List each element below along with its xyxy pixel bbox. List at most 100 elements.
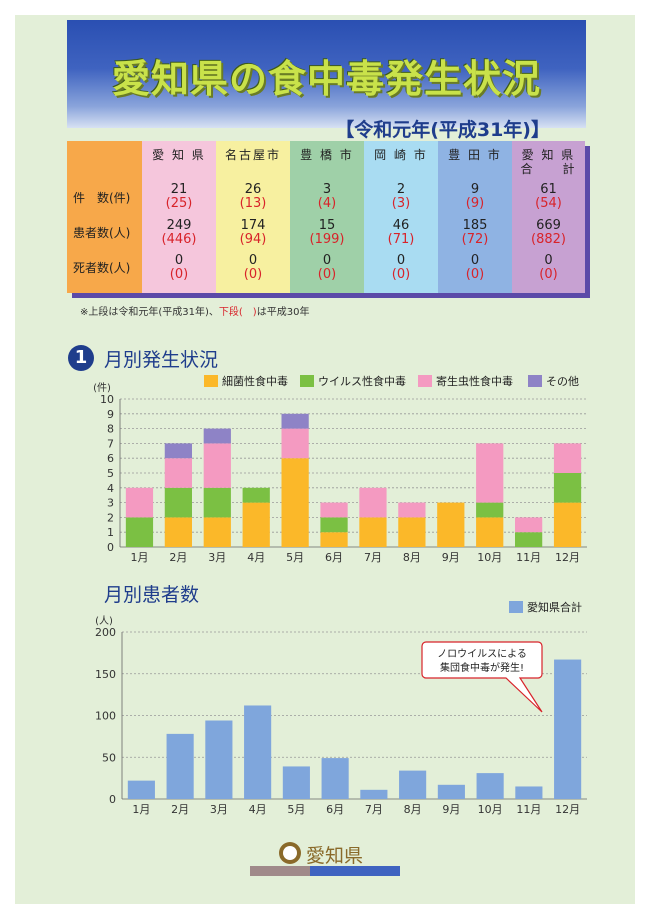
- legend-swatch: [509, 601, 523, 613]
- x-tick-label: 7月: [364, 551, 382, 564]
- table-footnote: ※上段は令和元年(平成31年)、下段( )は平成30年: [80, 303, 309, 318]
- bar-segment: [164, 487, 192, 518]
- column-header: 岡 崎 市: [374, 148, 428, 162]
- bar-segment: [359, 517, 387, 547]
- table-column: 豊 田 市 9 (9) 185 (72) 0 (0): [438, 141, 512, 293]
- y-tick-label: 4: [107, 482, 114, 495]
- y-axis-label: (人): [95, 615, 113, 627]
- row-label-deaths: 死者数(人): [73, 261, 131, 275]
- x-tick-label: 12月: [555, 803, 580, 816]
- note-part2: 下段( ): [218, 307, 257, 318]
- x-tick-label: 11月: [516, 803, 541, 816]
- table-column: 愛 知 県合 計 61 (54) 669 (882) 0 (0): [512, 141, 585, 293]
- table-label-column: 件 数(件) 患者数(人) 死者数(人): [67, 141, 142, 293]
- y-tick-label: 5: [107, 467, 114, 480]
- callout-line2: 集団食中毒が発生!: [440, 661, 524, 674]
- bar-segment: [203, 487, 231, 518]
- table-cell: 0 (0): [465, 253, 485, 282]
- bar-segment: [282, 766, 310, 799]
- legend-label: 細菌性食中毒: [222, 374, 288, 388]
- x-tick-label: 9月: [442, 803, 460, 816]
- table-cell: 46 (71): [387, 218, 415, 247]
- legend-label: 寄生虫性食中毒: [436, 374, 513, 388]
- table-cell: 3 (4): [317, 182, 337, 211]
- table-cell: 9 (9): [465, 182, 485, 211]
- table-cell: 174 (94): [239, 218, 267, 247]
- y-tick-label: 50: [102, 751, 116, 764]
- x-tick-label: 5月: [287, 803, 305, 816]
- bar-segment: [320, 502, 348, 518]
- table-cell: 0 (0): [539, 253, 558, 282]
- y-tick-label: 0: [107, 541, 114, 554]
- column-header: 豊 田 市: [448, 148, 502, 162]
- y-tick-label: 0: [109, 793, 116, 806]
- x-tick-label: 2月: [171, 803, 189, 816]
- y-tick-label: 6: [107, 452, 114, 465]
- bar-segment: [164, 443, 192, 459]
- table-column: 豊 橋 市 3 (4) 15 (199) 0 (0): [290, 141, 364, 293]
- note-part1: ※上段は令和元年(平成31年)、: [80, 307, 219, 318]
- table-cell: 21 (25): [165, 182, 193, 211]
- y-tick-label: 3: [107, 497, 114, 510]
- bar-segment: [360, 789, 388, 799]
- bar-segment: [320, 517, 348, 533]
- x-tick-label: 12月: [555, 551, 580, 564]
- table-column: 岡 崎 市 2 (3) 46 (71) 0 (0): [364, 141, 438, 293]
- bar-segment: [203, 517, 231, 547]
- bar-segment: [515, 786, 543, 799]
- page-subtitle: 【令和元年(平成31年)】: [335, 119, 550, 141]
- x-tick-label: 9月: [442, 551, 460, 564]
- x-tick-label: 10月: [478, 803, 503, 816]
- legend-label: その他: [546, 375, 579, 388]
- y-axis-label: (件): [93, 382, 111, 394]
- title-banner: 愛知県の食中毒発生状況 【令和元年(平成31年)】: [67, 20, 586, 141]
- column-header: 名古屋市: [224, 148, 281, 162]
- x-tick-label: 4月: [249, 803, 267, 816]
- bar-segment: [515, 532, 543, 547]
- bar-segment: [203, 443, 231, 488]
- table-cell: 0 (0): [391, 253, 411, 282]
- section-number-badge: 1: [68, 345, 94, 371]
- bar-segment: [203, 428, 231, 444]
- bar-segment: [205, 720, 233, 799]
- table-cell: 0 (0): [169, 253, 189, 282]
- y-tick-label: 9: [107, 408, 114, 421]
- y-tick-label: 100: [95, 710, 116, 723]
- bar-segment: [125, 487, 154, 518]
- callout-bubble: [421, 641, 543, 713]
- bar-segment: [281, 428, 309, 459]
- table-column: 名古屋市 26 (13) 174 (94) 0 (0): [216, 141, 290, 293]
- table-cell: 0 (0): [317, 253, 337, 282]
- bar-segment: [166, 733, 194, 799]
- table-cell: 61 (54): [535, 182, 562, 211]
- legend-label: ウイルス性食中毒: [318, 374, 406, 388]
- section2-title: 月別患者数: [104, 584, 200, 606]
- section1-title: 月別発生状況: [104, 349, 219, 371]
- x-tick-label: 6月: [325, 551, 343, 564]
- y-tick-label: 1: [107, 526, 114, 539]
- logo-text: 愛知県: [306, 845, 363, 867]
- page-title: 愛知県の食中毒発生状況: [111, 57, 541, 101]
- note-part3: は平成30年: [256, 307, 310, 318]
- legend-swatch: [204, 375, 218, 387]
- monthly-patients-chart: 0 50 100 150 200(人) 1月 2月 3月 4月 5月 6月 7月 8月 9月 10月 11月 1…: [95, 600, 587, 816]
- bar-segment: [398, 517, 426, 547]
- legend-swatch: [300, 375, 314, 387]
- summary-table: 件 数(件) 患者数(人) 死者数(人) 愛 知 県 21 (25) 249 (446)…: [67, 141, 585, 293]
- x-tick-label: 2月: [169, 551, 187, 564]
- bar-segment: [164, 517, 192, 547]
- y-tick-label: 150: [95, 668, 116, 681]
- bar-segment: [127, 780, 155, 799]
- table-cell: 0 (0): [243, 253, 263, 282]
- column-header: 愛 知 県合 計: [520, 148, 577, 176]
- bar-segment: [476, 517, 504, 547]
- bar-segment: [476, 773, 504, 799]
- bar-segment: [242, 502, 270, 547]
- bar-segment: [164, 458, 192, 488]
- y-tick-label: 10: [100, 393, 114, 406]
- row-label-patients: 患者数(人): [73, 226, 131, 240]
- bar-segment: [320, 532, 348, 547]
- bar-segment: [281, 413, 309, 429]
- bar-segment: [515, 517, 543, 533]
